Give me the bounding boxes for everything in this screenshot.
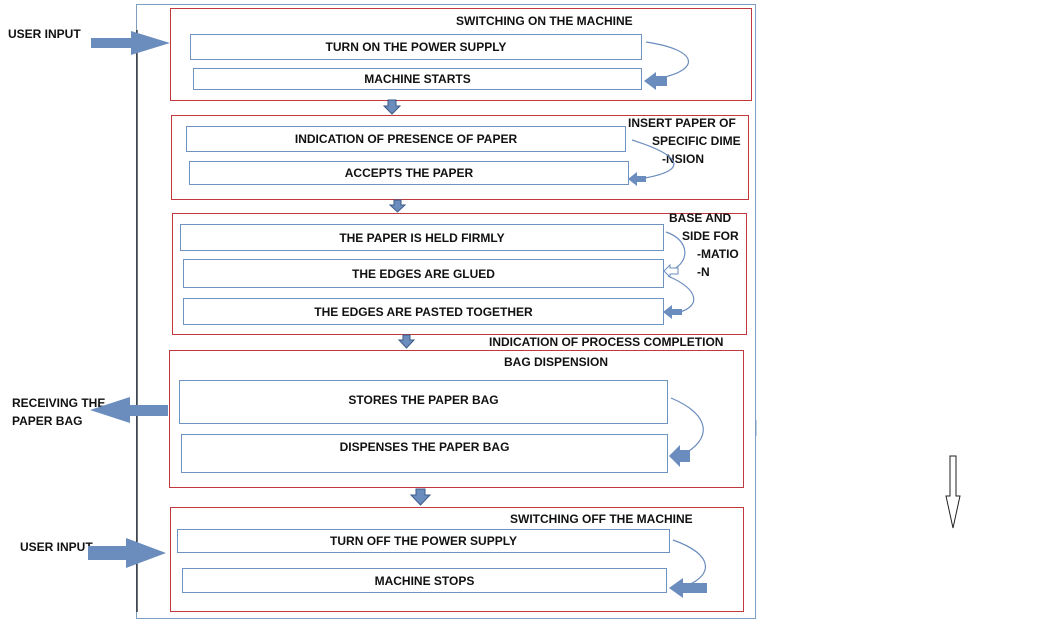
curve-stage1 <box>645 41 690 79</box>
step-turn-on-power: TURN ON THE POWER SUPPLY <box>190 34 642 60</box>
stage-switch-off <box>170 507 744 612</box>
step-accepts-paper: ACCEPTS THE PAPER <box>189 161 629 185</box>
curve-arrowhead-stage5 <box>669 578 707 598</box>
step-dispenses-bag: DISPENSES THE PAPER BAG <box>181 434 668 473</box>
stage-switch-off-title: SWITCHING OFF THE MACHINE <box>510 512 693 526</box>
curve-arrowhead-stage3-a <box>663 263 679 279</box>
down-arrow-3 <box>397 334 416 349</box>
curve-stage4 <box>670 397 704 456</box>
formation-note-line4: -N <box>697 265 710 279</box>
step-turn-off-power: TURN OFF THE POWER SUPPLY <box>177 529 670 553</box>
curve-stage3-a <box>665 231 686 271</box>
receiving-label-line2: PAPER BAG <box>12 414 83 428</box>
curve-stage3-b <box>667 275 695 313</box>
step-paper-held: THE PAPER IS HELD FIRMLY <box>180 224 664 251</box>
stage-formation <box>172 213 747 335</box>
step-edges-glued: THE EDGES ARE GLUED <box>183 259 664 288</box>
step-edges-pasted: THE EDGES ARE PASTED TOGETHER <box>183 298 664 325</box>
step-presence-of-paper: INDICATION OF PRESENCE OF PAPER <box>186 126 626 152</box>
formation-note-line2: SIDE FOR <box>682 229 739 243</box>
curve-stage5 <box>672 539 706 586</box>
user-input-label-bottom: USER INPUT <box>20 540 93 554</box>
stage-switch-on-title: SWITCHING ON THE MACHINE <box>456 14 633 28</box>
formation-note-line3: -MATIO <box>697 247 739 261</box>
curve-arrowhead-stage3-b <box>663 305 682 319</box>
stage-dispense-title: BAG DISPENSION <box>504 355 609 369</box>
step-machine-starts: MACHINE STARTS <box>193 68 642 90</box>
down-arrow-4 <box>409 488 432 506</box>
curve-stage2 <box>631 139 675 179</box>
receiving-arrow <box>90 397 168 423</box>
step-stores-bag: STORES THE PAPER BAG <box>179 380 668 424</box>
down-arrow-1 <box>382 99 402 115</box>
curve-arrowhead-stage2 <box>628 172 646 186</box>
curve-arrowhead-stage1 <box>644 72 667 90</box>
user-input-arrow-top <box>91 31 170 55</box>
paper-note-line1: INSERT PAPER OF <box>628 116 736 130</box>
paper-note-line2: SPECIFIC DIME <box>652 134 741 148</box>
user-input-arrow-bottom <box>88 538 166 568</box>
completion-note: INDICATION OF PROCESS COMPLETION <box>489 335 724 349</box>
curve-arrowhead-stage4 <box>669 445 690 467</box>
stage-paper <box>171 115 749 200</box>
standalone-down-arrow <box>945 455 961 529</box>
receiving-label-line1: RECEIVING THE <box>12 396 106 410</box>
formation-note-line1: BASE AND <box>669 211 732 225</box>
user-input-label-top: USER INPUT <box>8 27 81 41</box>
stage-switch-on <box>170 8 752 101</box>
paper-note-line3: -NSION <box>662 152 704 166</box>
stage-dispense <box>169 350 744 488</box>
step-machine-stops: MACHINE STOPS <box>182 568 667 593</box>
down-arrow-2 <box>388 199 407 213</box>
